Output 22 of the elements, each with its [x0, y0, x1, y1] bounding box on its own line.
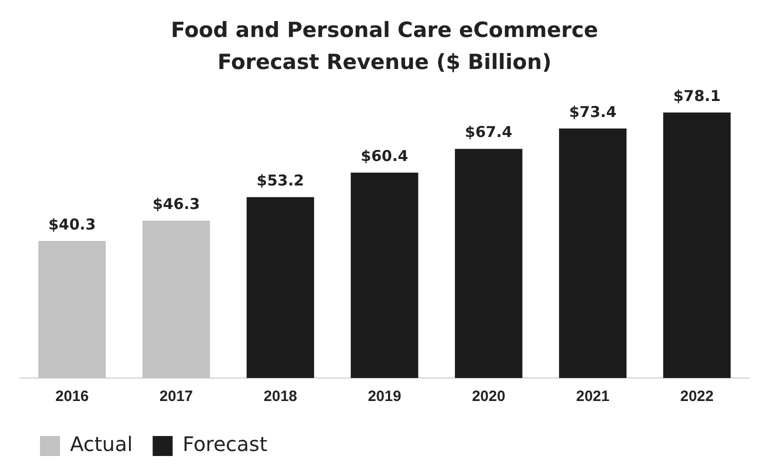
x-tick-label: 2016 — [55, 388, 89, 406]
data-label: $67.4 — [464, 123, 512, 142]
bar — [663, 112, 731, 378]
data-label: $78.1 — [673, 86, 721, 105]
data-label: $73.4 — [569, 102, 617, 121]
bar — [559, 128, 627, 378]
legend-label: Actual — [70, 432, 133, 456]
x-tick-label: 2019 — [368, 388, 402, 406]
bar — [350, 172, 418, 378]
bar — [454, 148, 522, 378]
data-label: $40.3 — [48, 215, 96, 234]
x-tick-label: 2020 — [472, 388, 506, 406]
chart-title: Food and Personal Care eCommerce Forecast Revenue ($ Billion) — [170, 17, 600, 76]
x-tick-label: 2018 — [264, 388, 298, 406]
data-label: $46.3 — [152, 194, 200, 213]
legend-label: Forecast — [182, 432, 268, 456]
data-label: $60.4 — [360, 147, 408, 166]
x-tick-label: 2022 — [680, 388, 714, 406]
x-tick-label: 2021 — [576, 388, 610, 406]
data-label: $53.2 — [256, 172, 304, 190]
bar — [246, 197, 314, 378]
x-tick-label: 2017 — [160, 388, 193, 406]
